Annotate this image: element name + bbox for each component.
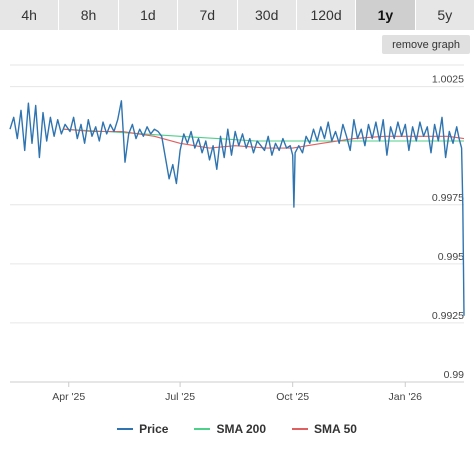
legend-label-sma50: SMA 50 (314, 422, 357, 436)
sma200-series-swatch (194, 428, 211, 430)
tab-4h[interactable]: 4h (0, 0, 60, 30)
tab-120d[interactable]: 120d (297, 0, 357, 30)
tab-1d[interactable]: 1d (119, 0, 179, 30)
x-tick-label: Jan '26 (388, 391, 422, 403)
legend-item-price[interactable]: Price (117, 420, 168, 438)
price-line (9, 100, 465, 316)
sma50-series-swatch (292, 428, 309, 430)
tab-30d[interactable]: 30d (238, 0, 297, 30)
sma50-line (63, 128, 465, 149)
y-tick-label: 0.9925 (432, 310, 464, 322)
tab-5y[interactable]: 5y (437, 7, 453, 23)
y-tick-label: 0.9975 (432, 192, 464, 204)
price-series-swatch (117, 428, 134, 430)
y-tick-label: 1.0025 (432, 74, 464, 86)
tab-1y[interactable]: 1y (356, 0, 416, 30)
x-tick-label: Oct '25 (276, 391, 309, 403)
remove-graph-button[interactable]: remove graph (382, 35, 470, 54)
chart-legend: Price SMA 200 SMA 50 (0, 420, 474, 438)
y-tick-label: 0.99 (444, 369, 465, 381)
tab-7d[interactable]: 7d (178, 0, 238, 30)
tab-8h[interactable]: 8h (59, 0, 119, 30)
y-tick-label: 0.995 (438, 251, 464, 263)
legend-item-sma200[interactable]: SMA 200 (194, 420, 266, 438)
legend-item-sma50[interactable]: SMA 50 (292, 420, 357, 438)
x-tick-label: Jul '25 (165, 391, 195, 403)
x-tick-label: Apr '25 (52, 391, 85, 403)
timeframe-tabs: 4h 8h 1d 7d 30d 120d 1y 5y (0, 0, 474, 30)
legend-label-price: Price (139, 422, 169, 436)
legend-label-sma200: SMA 200 (216, 422, 267, 436)
